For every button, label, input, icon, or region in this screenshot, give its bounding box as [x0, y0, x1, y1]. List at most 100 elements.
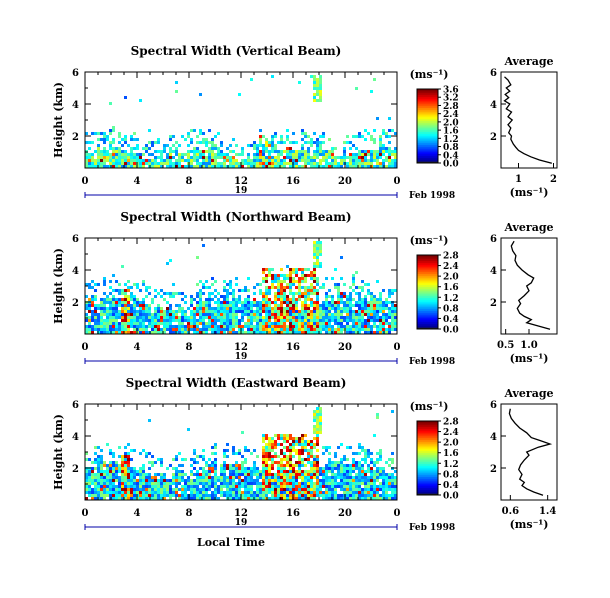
heatmap-cell — [160, 491, 163, 494]
heatmap-cell — [151, 479, 154, 482]
heatmap-cell — [136, 313, 139, 316]
heatmap-cell — [295, 325, 298, 328]
heatmap-cell — [226, 464, 229, 467]
heatmap-cell — [304, 476, 307, 479]
heatmap-cell — [352, 488, 355, 491]
heatmap-cell — [160, 156, 163, 159]
heatmap-cell — [211, 292, 214, 295]
heatmap-cell — [274, 310, 277, 313]
colorbar-tick-label: 2.4 — [443, 428, 459, 438]
heatmap-cell — [277, 141, 280, 144]
heatmap-cell — [289, 289, 292, 292]
heatmap-cell — [163, 313, 166, 316]
heatmap-cell — [322, 467, 325, 470]
heatmap-cell — [364, 150, 367, 153]
heatmap-cell — [331, 277, 334, 280]
heatmap-cell — [301, 165, 304, 168]
heatmap-cell — [223, 156, 226, 159]
heatmap-cell — [124, 482, 127, 485]
heatmap-cell — [214, 289, 217, 292]
x-tick-label: 20 — [338, 342, 352, 353]
heatmap-cell — [259, 159, 262, 162]
heatmap-cell — [85, 304, 88, 307]
heatmap-cell — [382, 132, 385, 135]
heatmap-cell — [241, 497, 244, 500]
heatmap-cell — [136, 479, 139, 482]
heatmap-cell — [163, 476, 166, 479]
heatmap-cell — [346, 464, 349, 467]
heatmap-cell — [298, 316, 301, 319]
heatmap-cell — [154, 310, 157, 313]
heatmap-cell — [133, 310, 136, 313]
colorbar-segment — [417, 151, 438, 155]
heatmap-cell — [385, 132, 388, 135]
heatmap-cell — [94, 482, 97, 485]
heatmap-cell — [298, 156, 301, 159]
heatmap-cell — [100, 298, 103, 301]
heatmap-cell — [250, 497, 253, 500]
heatmap-cell — [211, 331, 214, 334]
heatmap-cell — [97, 159, 100, 162]
heatmap-cell — [370, 313, 373, 316]
heatmap-cell — [106, 313, 109, 316]
heatmap-cell — [109, 147, 112, 150]
heatmap-cell — [151, 455, 154, 458]
x-tick-label: 4 — [134, 176, 141, 187]
heatmap-cell — [358, 295, 361, 298]
heatmap-cell — [172, 316, 175, 319]
heatmap-cell — [232, 307, 235, 310]
heatmap-cell — [124, 301, 127, 304]
heatmap-cell — [193, 461, 196, 464]
heatmap-cell — [259, 138, 262, 141]
heatmap-cell — [328, 307, 331, 310]
heatmap-cell — [379, 458, 382, 461]
average-profile-line — [510, 240, 551, 330]
heatmap-cell — [97, 488, 100, 491]
heatmap-cell — [175, 476, 178, 479]
heatmap-cell — [193, 316, 196, 319]
heatmap-cell — [289, 156, 292, 159]
heatmap-cell — [109, 141, 112, 144]
heatmap-cell — [286, 485, 289, 488]
heatmap-cell — [298, 153, 301, 156]
heatmap-cell — [160, 473, 163, 476]
heatmap-cell — [142, 153, 145, 156]
heatmap-cell — [106, 470, 109, 473]
heatmap-cell — [382, 147, 385, 150]
heatmap-cell — [217, 298, 220, 301]
heatmap-cell — [301, 292, 304, 295]
colorbar-segment — [417, 282, 438, 286]
heatmap-cell — [319, 494, 322, 497]
heatmap-cell — [268, 325, 271, 328]
heatmap-cell — [88, 470, 91, 473]
heatmap-cell — [172, 494, 175, 497]
heatmap-cell — [106, 476, 109, 479]
heatmap-cell — [331, 313, 334, 316]
heatmap-cell — [337, 298, 340, 301]
heatmap-cell — [127, 322, 130, 325]
heatmap-cell — [124, 156, 127, 159]
heatmap-cell — [262, 455, 265, 458]
heatmap-cell — [286, 298, 289, 301]
colorbar-tick-label: 1.2 — [443, 294, 459, 304]
heatmap-cell — [385, 488, 388, 491]
heatmap-cell — [118, 331, 121, 334]
heatmap-cell — [304, 292, 307, 295]
heatmap-cell — [202, 458, 205, 461]
heatmap-cell — [226, 485, 229, 488]
heatmap-cell — [103, 150, 106, 153]
heatmap-cell — [190, 316, 193, 319]
heatmap-cell — [388, 485, 391, 488]
heatmap-cell — [229, 470, 232, 473]
heatmap-cell — [154, 331, 157, 334]
heatmap-cell — [355, 488, 358, 491]
heatmap-cell — [184, 473, 187, 476]
heatmap-cell — [232, 488, 235, 491]
heatmap-cell — [334, 497, 337, 500]
heatmap-cell — [304, 446, 307, 449]
heatmap-cell — [91, 304, 94, 307]
heatmap-cell — [358, 162, 361, 165]
heatmap-cell — [217, 156, 220, 159]
heatmap-cell — [298, 452, 301, 455]
heatmap-cell — [286, 476, 289, 479]
